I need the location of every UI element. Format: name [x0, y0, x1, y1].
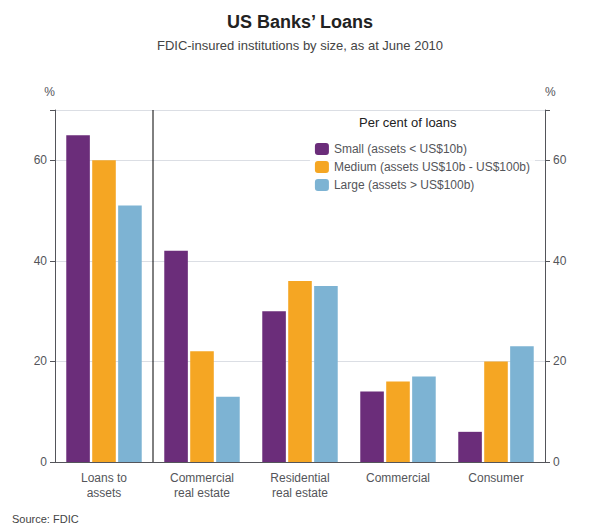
svg-text:Loans to: Loans to — [81, 471, 127, 485]
svg-text:Large (assets > US$100b): Large (assets > US$100b) — [334, 178, 474, 192]
svg-text:Per cent of loans: Per cent of loans — [359, 115, 457, 130]
svg-text:Small (assets < US$10b): Small (assets < US$10b) — [334, 142, 467, 156]
svg-text:Commercial: Commercial — [170, 471, 234, 485]
svg-text:%: % — [44, 85, 55, 99]
svg-text:0: 0 — [40, 455, 47, 469]
svg-text:20: 20 — [34, 354, 48, 368]
svg-text:assets: assets — [87, 486, 122, 500]
svg-text:Commercial: Commercial — [366, 471, 430, 485]
svg-text:Medium (assets US$10b - US$100: Medium (assets US$10b - US$100b) — [334, 160, 530, 174]
svg-text:Source: FDIC: Source: FDIC — [12, 513, 79, 525]
svg-text:40: 40 — [34, 254, 48, 268]
svg-text:Residential: Residential — [270, 471, 329, 485]
svg-text:60: 60 — [34, 153, 48, 167]
svg-text:20: 20 — [553, 354, 567, 368]
svg-text:FDIC-insured institutions by s: FDIC-insured institutions by size, as at… — [157, 38, 443, 53]
svg-text:%: % — [545, 85, 556, 99]
svg-text:0: 0 — [553, 455, 560, 469]
svg-text:real estate: real estate — [174, 486, 230, 500]
svg-text:60: 60 — [553, 153, 567, 167]
svg-text:US Banks’ Loans: US Banks’ Loans — [227, 12, 373, 32]
svg-text:Consumer: Consumer — [468, 471, 523, 485]
svg-text:40: 40 — [553, 254, 567, 268]
svg-text:real estate: real estate — [272, 486, 328, 500]
